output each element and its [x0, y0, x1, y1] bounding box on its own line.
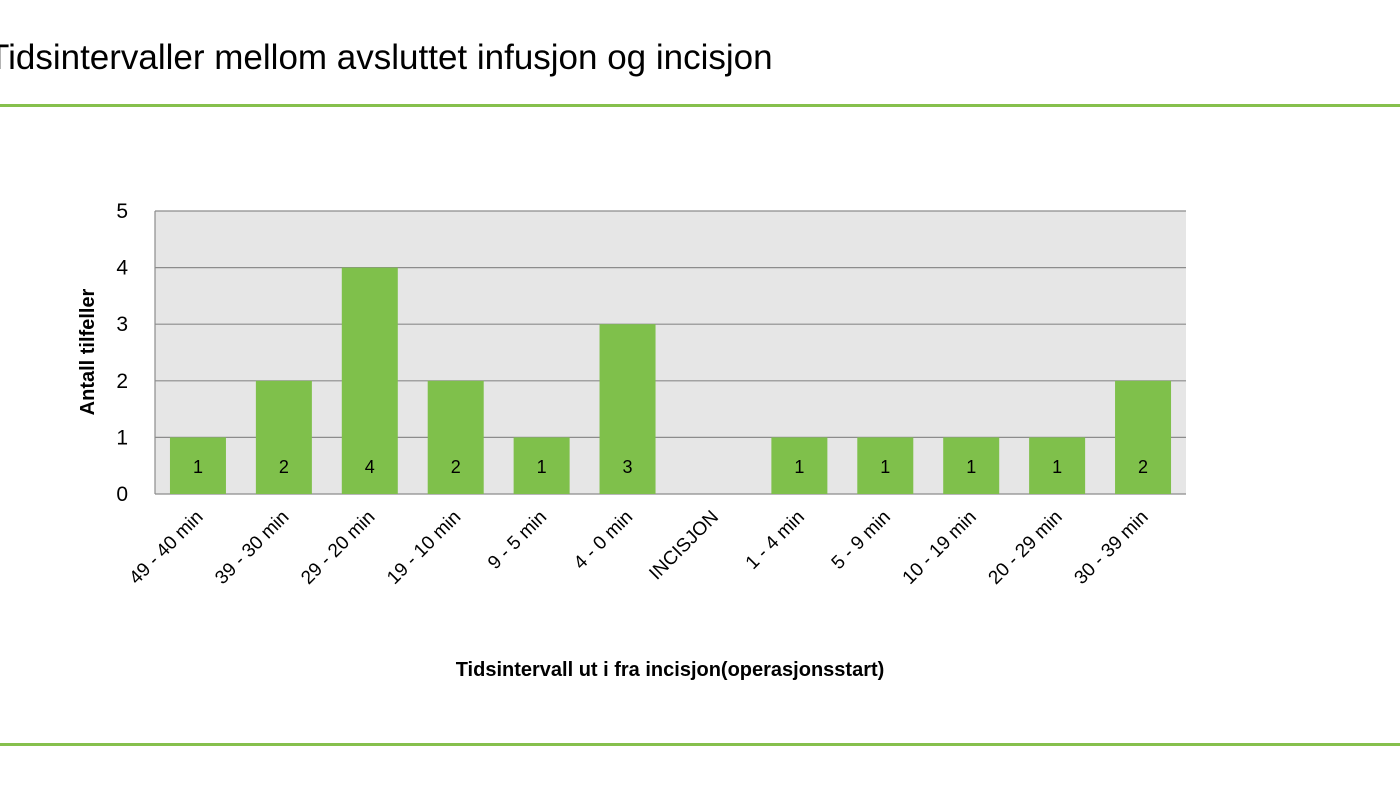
x-tick-label: 1 - 4 min: [742, 507, 809, 574]
bar: [255, 380, 312, 494]
data-labels: 1 2 4 2 1 3 1 1 1 1 2: [193, 457, 1148, 477]
data-label: 1: [966, 457, 976, 477]
bar: [943, 437, 1000, 494]
bottom-divider: [0, 743, 1400, 746]
slide-title: Tidsintervaller mellom avsluttet infusjo…: [0, 38, 773, 77]
data-label: 2: [279, 457, 289, 477]
y-tick-label: 4: [116, 257, 128, 280]
x-axis-title: Tidsintervall ut i fra incisjon(operasjo…: [456, 659, 885, 681]
x-tick-label: 10 - 19 min: [899, 507, 981, 589]
bar: [1115, 380, 1172, 494]
y-tick-label: 1: [116, 426, 128, 449]
x-tick-label: INCISJON: [645, 507, 723, 585]
x-tick-label: 5 - 9 min: [828, 507, 895, 574]
data-label: 2: [1138, 457, 1148, 477]
top-divider: [0, 104, 1400, 107]
bars: [169, 267, 1172, 494]
plot-area: [155, 211, 1186, 494]
y-axis-title: Antall tilfeller: [77, 288, 99, 415]
y-axis-ticks: 0 1 2 3 4 5: [116, 200, 128, 506]
data-label: 2: [451, 457, 461, 477]
bar: [169, 437, 226, 494]
x-tick-label: 19 - 10 min: [383, 507, 465, 589]
x-tick-label: 9 - 5 min: [484, 507, 551, 574]
x-tick-label: 4 - 0 min: [570, 507, 637, 574]
bar: [1029, 437, 1086, 494]
bar: [427, 380, 484, 494]
bar: [771, 437, 828, 494]
data-label: 1: [537, 457, 547, 477]
bar: [599, 324, 656, 494]
bar: [513, 437, 570, 494]
x-tick-label: 30 - 39 min: [1071, 507, 1153, 589]
gridlines: [154, 210, 1186, 495]
bar: [341, 267, 398, 494]
y-tick-label: 5: [116, 200, 128, 223]
data-label: 4: [365, 457, 375, 477]
bar: [857, 437, 914, 494]
plot-background: [155, 211, 1186, 494]
y-tick-label: 2: [116, 370, 128, 393]
x-tick-label: 39 - 30 min: [211, 507, 293, 589]
x-axis-ticks: 49 - 40 min 39 - 30 min 29 - 20 min 19 - 10…: [125, 507, 1152, 589]
y-tick-label: 3: [116, 313, 128, 336]
y-tick-label: 0: [116, 483, 128, 506]
x-tick-label: 29 - 20 min: [297, 507, 379, 589]
x-tick-label: 49 - 40 min: [125, 507, 207, 589]
data-label: 1: [1052, 457, 1062, 477]
data-label: 1: [193, 457, 203, 477]
data-label: 1: [880, 457, 890, 477]
data-label: 1: [794, 457, 804, 477]
x-tick-label: 20 - 29 min: [985, 507, 1067, 589]
data-label: 3: [623, 457, 633, 477]
